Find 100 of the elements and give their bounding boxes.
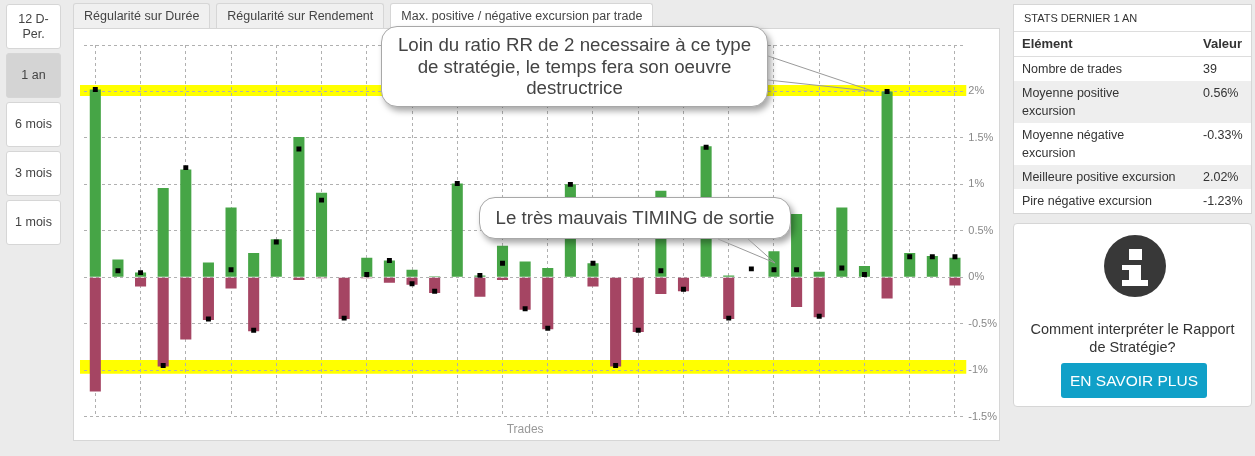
point xyxy=(794,267,800,273)
point xyxy=(613,363,619,368)
text: 39 xyxy=(1202,61,1218,78)
bar xyxy=(383,277,395,283)
bar xyxy=(406,269,418,277)
bar xyxy=(225,207,237,277)
button[interactable]: 6 mois xyxy=(6,102,61,147)
bar xyxy=(180,277,192,340)
y-tick-label: 2% xyxy=(968,84,985,97)
point xyxy=(160,363,166,368)
bar xyxy=(383,260,395,277)
point xyxy=(522,306,528,312)
tab[interactable]: Max. positive / négative excursion par trade xyxy=(390,3,654,28)
point xyxy=(228,267,234,273)
button[interactable]: 1 an xyxy=(6,53,61,98)
text: -1.23% xyxy=(1202,193,1244,210)
point xyxy=(839,265,845,271)
text: Nombre de trades xyxy=(1022,62,1123,76)
y-tick-label: 0.5% xyxy=(968,223,994,236)
bar xyxy=(881,91,893,277)
bar xyxy=(496,245,509,277)
bar xyxy=(202,262,214,277)
point xyxy=(952,254,958,260)
bar xyxy=(157,277,169,367)
point xyxy=(205,316,211,322)
bar xyxy=(293,136,305,277)
bar xyxy=(949,277,961,286)
point xyxy=(703,144,709,150)
text: -0.33% xyxy=(1202,127,1244,144)
point xyxy=(884,88,890,94)
bar xyxy=(655,277,667,294)
bar xyxy=(270,239,282,277)
bar xyxy=(135,277,147,287)
bar xyxy=(610,277,622,367)
button[interactable]: 12 D-Per. xyxy=(6,4,61,49)
text: Meilleure positive excursion xyxy=(1022,170,1176,184)
bar xyxy=(202,277,214,320)
bar xyxy=(836,207,848,277)
point xyxy=(364,271,370,277)
bar xyxy=(587,263,599,277)
text: 0.56% xyxy=(1195,81,1251,123)
button[interactable]: 3 mois xyxy=(6,151,61,196)
point xyxy=(500,260,505,266)
point xyxy=(319,197,325,203)
bar xyxy=(791,214,803,277)
bar xyxy=(315,192,328,277)
point xyxy=(454,180,460,186)
point xyxy=(681,286,686,292)
text: Moyenne positive excursion xyxy=(1022,85,1121,120)
point xyxy=(658,268,664,274)
y-tick-label: 1% xyxy=(968,177,985,190)
bar xyxy=(632,277,644,333)
bar xyxy=(225,277,237,289)
point xyxy=(386,258,392,263)
annotation: Le très mauvais TIMING de sortie xyxy=(495,207,775,229)
point xyxy=(929,254,935,260)
button[interactable]: 1 mois xyxy=(6,200,61,245)
bar xyxy=(248,253,260,277)
bar xyxy=(949,257,961,277)
speech-bubble: Le très mauvais TIMING de sortie xyxy=(479,197,791,239)
text: Elément xyxy=(1022,36,1073,51)
y-tick-label: -0.5% xyxy=(968,316,998,329)
y-tick-label: -1.5% xyxy=(968,409,998,422)
annotation: Loin du ratio RR de 2 necessaire à ce type de stratégie, le temps fera son oeuvre destructrice xyxy=(396,34,753,99)
bar xyxy=(89,89,101,277)
point xyxy=(726,315,732,321)
speech-bubble: Loin du ratio RR de 2 necessaire à ce type de stratégie, le temps fera son oeuvre destructrice xyxy=(381,26,768,107)
bar xyxy=(813,271,825,277)
bar xyxy=(248,277,260,332)
point xyxy=(545,325,551,331)
bar xyxy=(881,277,893,299)
bar xyxy=(338,277,350,320)
bar xyxy=(904,253,916,277)
bar xyxy=(587,277,599,287)
point xyxy=(341,315,347,321)
text: 2.02% xyxy=(1195,165,1251,189)
bar xyxy=(542,277,554,330)
bar xyxy=(926,255,938,277)
tab[interactable]: Régularité sur Rendement xyxy=(216,3,385,28)
tab[interactable]: Régularité sur Durée xyxy=(73,3,211,28)
y-tick-label: -1% xyxy=(968,363,989,376)
bar xyxy=(791,277,803,307)
x-axis-title: Trades xyxy=(506,422,544,437)
y-tick-label: 0% xyxy=(968,270,985,283)
bar xyxy=(813,277,825,318)
text: Pire négative excursion xyxy=(1022,194,1152,208)
bar xyxy=(519,261,531,277)
point xyxy=(748,266,754,272)
point xyxy=(183,165,189,171)
text: STATS DERNIER 1 AN xyxy=(1014,5,1251,32)
point xyxy=(907,254,913,260)
point xyxy=(92,87,98,93)
y-tick-label: 1.5% xyxy=(968,130,994,143)
point xyxy=(273,239,279,245)
text: Valeur xyxy=(1195,32,1251,57)
point xyxy=(432,288,438,294)
bar xyxy=(519,277,531,310)
bar xyxy=(89,277,101,392)
point xyxy=(635,327,641,333)
point xyxy=(296,146,302,152)
